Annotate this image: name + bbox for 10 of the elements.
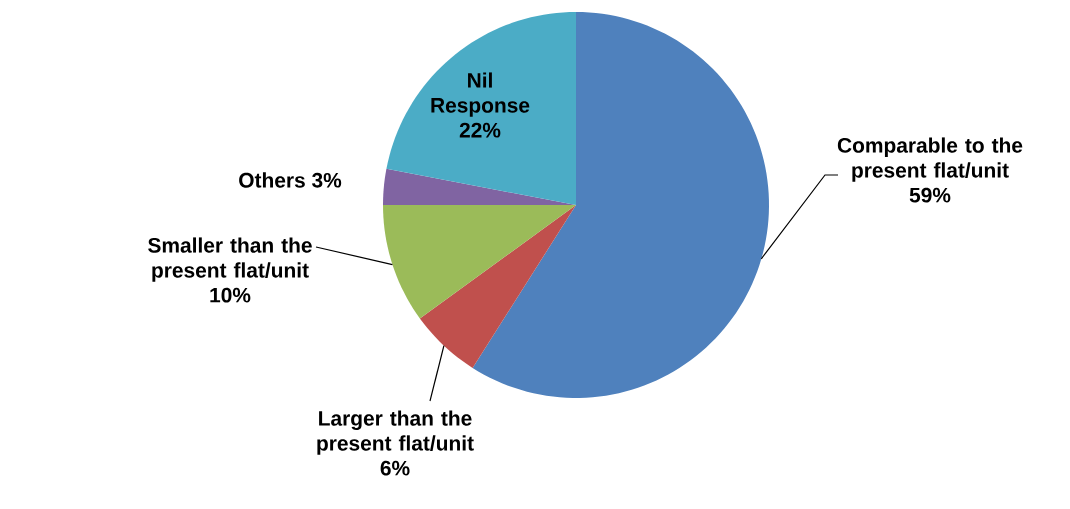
- data-label: 22%: [459, 122, 501, 138]
- slice-label: Larger than the present flat/unit: [317, 410, 474, 455]
- slice-label: Smaller than the present flat/unit: [148, 237, 312, 282]
- data-label: 3%: [312, 172, 342, 188]
- data-label: 6%: [380, 460, 410, 476]
- slice-label: Nil Response: [431, 72, 530, 117]
- data-label: 59%: [909, 187, 951, 203]
- data-label: 10%: [210, 287, 251, 303]
- slice-label: Comparable to the present flat/unit: [837, 137, 1023, 182]
- slice-label: Others: [239, 172, 305, 188]
